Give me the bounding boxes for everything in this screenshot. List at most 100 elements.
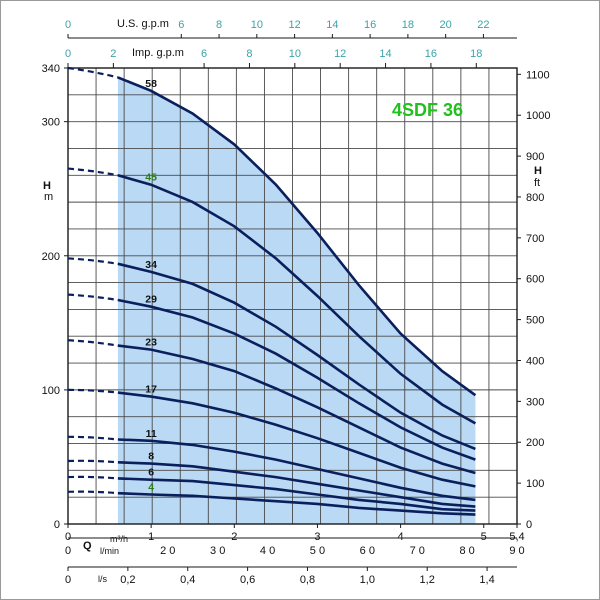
curve-6 — [117, 477, 476, 512]
lmin-axis-tick-label: 6 0 — [360, 545, 375, 557]
lmin-axis-tick-label: 4 0 — [260, 545, 275, 557]
ls-axis-tick-label: 0,2 — [120, 574, 135, 586]
curve-17 — [117, 391, 476, 488]
curve-labels-layer: 58 45 34 29 23 17 11 8 6 4 — [145, 78, 157, 494]
ls-axis-tick-label: 1,4 — [479, 574, 494, 586]
lmin-unit-label: l/min — [100, 546, 119, 556]
imp-gpm-axis-tick-label: 2 — [110, 48, 116, 60]
left-axis-tick-label: 0 — [54, 519, 60, 531]
us-gpm-label: U.S. g.p.m — [117, 18, 169, 30]
curve-58-dashed-segment — [67, 66, 119, 79]
curve-34-dashed-segment — [67, 257, 119, 265]
imp-gpm-axis-tick-label: 12 — [334, 48, 346, 60]
lmin-axis-tick-label: 2 0 — [160, 545, 175, 557]
right-axis-tick-label: 700 — [526, 233, 544, 245]
curve-8-dashed-segment — [67, 459, 118, 464]
lmin-axis-tick-label: 5 0 — [310, 545, 325, 557]
us-gpm-axis-tick-label: 8 — [216, 19, 222, 31]
m3h-axis-tick-label: 3 — [314, 531, 320, 543]
left-axis-tick-label: 300 — [42, 117, 60, 129]
operating-range-area — [117, 77, 476, 525]
right-axis-unit: ft — [534, 177, 540, 189]
curve-45-dashed-segment — [67, 167, 119, 177]
right-axis-tick-label: 400 — [526, 355, 544, 367]
right-axis-tick-label: 300 — [526, 396, 544, 408]
curve-34 — [117, 262, 476, 451]
curve-label-58: 58 — [145, 78, 157, 90]
ls-axis-tick-label: 0,8 — [300, 574, 315, 586]
us-gpm-axis-tick-label: 18 — [402, 19, 414, 31]
curve-label-34: 34 — [145, 259, 157, 271]
right-axis-tick-label: 1100 — [526, 69, 550, 81]
grid-layer — [67, 67, 518, 525]
curve-label-23: 23 — [145, 337, 157, 349]
us-gpm-axis-tick-label: 16 — [364, 19, 376, 31]
ls-axis-tick-label: 0,4 — [180, 574, 195, 586]
curve-label-11: 11 — [146, 428, 157, 440]
m3h-axis-tick-label: 5,4 — [509, 531, 524, 543]
us-gpm-axis-tick-label: 20 — [440, 19, 452, 31]
ls-axis-tick-label: 0,6 — [240, 574, 255, 586]
right-axis-tick-label: 100 — [526, 478, 544, 490]
curve-label-8: 8 — [148, 451, 154, 463]
curve-label-17: 17 — [145, 384, 157, 396]
curve-label-45: 45 — [145, 172, 157, 184]
curve-4 — [117, 491, 476, 516]
curves-layer — [67, 66, 477, 516]
curve-6-dashed-segment — [67, 475, 118, 480]
us-gpm-axis-tick-label: 22 — [477, 19, 489, 31]
ls-axis-tick-label: 0 — [65, 574, 71, 586]
operating-range-layer — [117, 77, 476, 525]
imp-gpm-axis-tick-label: 0 — [65, 48, 71, 60]
imp-gpm-label: Imp. g.p.m — [132, 47, 184, 59]
left-axis-title: H — [43, 180, 51, 192]
ls-unit-label: l/s — [98, 574, 108, 584]
curve-29 — [117, 298, 476, 461]
m3h-axis-tick-label: 2 — [231, 531, 237, 543]
left-axis-unit: m — [44, 191, 53, 203]
imp-gpm-axis-tick-label: 16 — [425, 48, 437, 60]
left-axis-tick-label: 340 — [42, 63, 60, 75]
right-axis-tick-label: 200 — [526, 437, 544, 449]
lmin-axis-tick-label: 3 0 — [210, 545, 225, 557]
right-axis-tick-label: 800 — [526, 192, 544, 204]
right-axis-tick-label: 600 — [526, 274, 544, 286]
imp-gpm-axis-tick-label: 18 — [470, 48, 482, 60]
plot-frame — [67, 67, 518, 525]
us-gpm-axis-tick-label: 6 — [178, 19, 184, 31]
curve-11 — [117, 438, 476, 502]
curve-8 — [117, 461, 476, 508]
us-gpm-axis-tick-label: 0 — [65, 19, 71, 31]
chart-title: 4SDF 36 — [392, 100, 463, 120]
m3h-axis-tick-label: 4 — [398, 531, 404, 543]
right-axis-tick-label: 900 — [526, 151, 544, 163]
m3h-axis-tick-label: 1 — [148, 531, 154, 543]
axes-layer: 0100200300340010020030040050060070080090… — [42, 19, 551, 586]
imp-gpm-axis-tick-label: 14 — [379, 48, 391, 60]
lmin-axis-tick-label: 8 0 — [459, 545, 474, 557]
lmin-axis-tick-label: 9 0 — [509, 545, 524, 557]
curve-label-29: 29 — [145, 294, 157, 306]
curve-11-dashed-segment — [67, 435, 119, 441]
curve-23 — [117, 344, 476, 475]
right-axis-tick-label: 0 — [526, 519, 532, 531]
m3h-axis-tick-label: 5 — [481, 531, 487, 543]
curve-23-dashed-segment — [67, 339, 119, 347]
ls-axis-tick-label: 1,0 — [360, 574, 375, 586]
m3h-unit-label: m³/h — [110, 534, 128, 544]
m3h-axis-tick-label: 0 — [65, 531, 71, 543]
lmin-axis-tick-label: 0 — [65, 545, 71, 557]
ls-axis-tick-label: 1,2 — [420, 574, 435, 586]
curve-17-dashed-segment — [67, 388, 119, 394]
us-gpm-axis-tick-label: 10 — [251, 19, 263, 31]
us-gpm-axis-tick-label: 12 — [288, 19, 300, 31]
us-gpm-axis-tick-label: 14 — [326, 19, 338, 31]
curve-45 — [117, 174, 477, 425]
curve-label-4: 4 — [148, 481, 154, 493]
lmin-axis-tick-label: 7 0 — [410, 545, 425, 557]
q-label: Q — [83, 540, 92, 552]
curve-58 — [117, 76, 477, 397]
imp-gpm-axis-tick-label: 6 — [201, 48, 207, 60]
